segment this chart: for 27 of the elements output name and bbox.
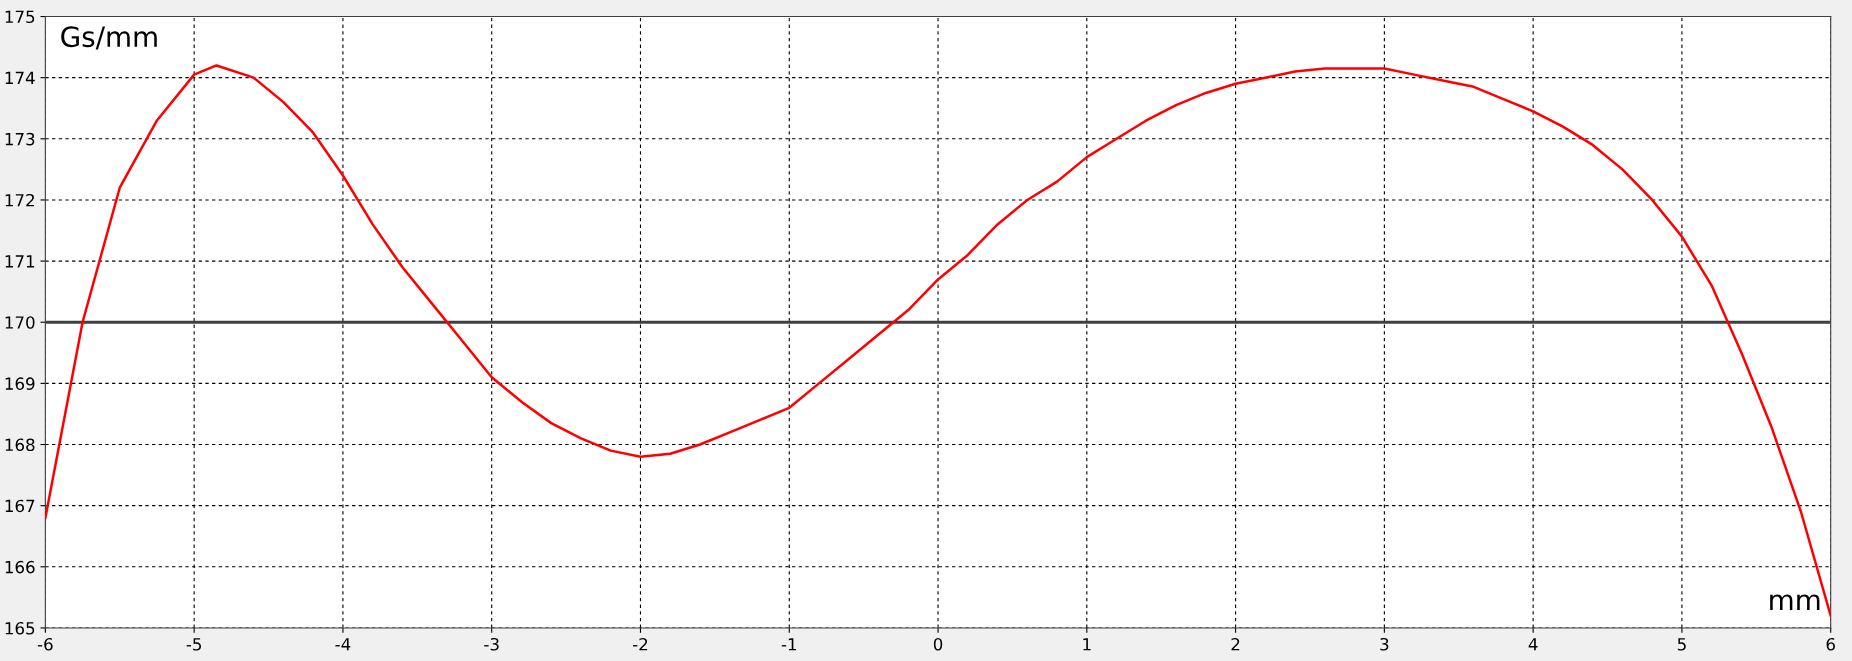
y-tick-label: 165	[5, 621, 35, 635]
y-tick-label: 167	[5, 499, 35, 513]
y-axis-title: Gs/mm	[61, 26, 157, 50]
y-tick-label: 173	[5, 132, 35, 146]
x-tick-label: -5	[186, 638, 202, 651]
x-tick-label: 4	[1528, 638, 1538, 651]
y-tick-label: 168	[5, 438, 35, 452]
line-series	[45, 64, 1831, 617]
x-tick-label: -2	[632, 637, 648, 651]
y-tick-label: 174	[5, 71, 35, 84]
x-tick-label: -3	[484, 637, 499, 651]
x-tick-label: 5	[1677, 638, 1686, 651]
y-tick-label: 171	[5, 255, 35, 268]
x-tick-label: 6	[1826, 637, 1835, 651]
x-tick-label: -1	[781, 638, 797, 651]
y-tick-label: 166	[5, 560, 35, 574]
y-tick-label: 172	[5, 193, 34, 207]
y-tick-label: 175	[5, 10, 35, 24]
x-tick-label: 3	[1380, 637, 1389, 651]
y-tick-label: 169	[5, 377, 35, 390]
x-tick-label: 2	[1231, 637, 1240, 651]
x-tick-label: -4	[335, 638, 351, 651]
y-tick-label: 170	[5, 316, 35, 329]
x-tick-label: 1	[1083, 638, 1091, 651]
x-tick-label: 0	[933, 637, 943, 651]
x-axis-title: mm	[1770, 594, 1820, 610]
x-tick-label: -6	[37, 637, 53, 651]
